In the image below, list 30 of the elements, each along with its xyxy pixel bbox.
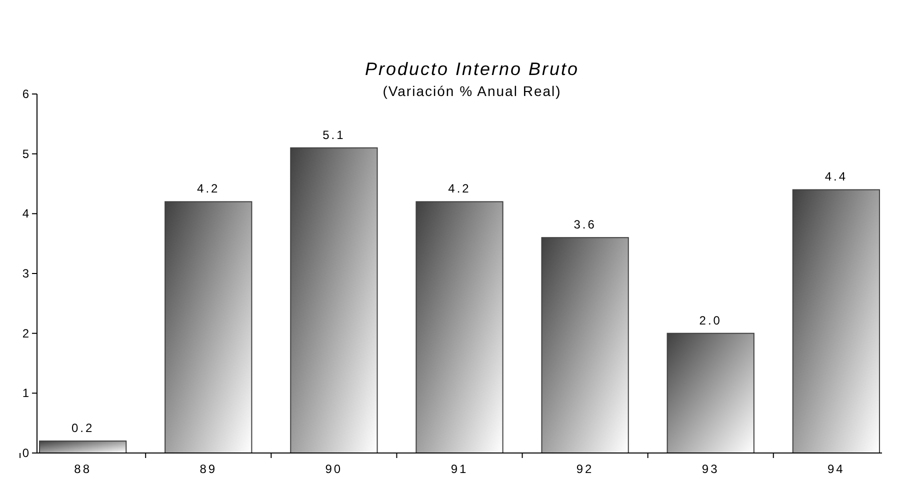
chart-title: Producto Interno Bruto: [364, 59, 580, 79]
data-label: 3.6: [574, 218, 596, 232]
y-tick-label: 6: [22, 87, 30, 101]
data-label: 4.2: [448, 182, 471, 196]
chart-subtitle: (Variación % Anual Real): [382, 83, 562, 99]
x-tick-label: 90: [325, 462, 343, 476]
bar: [164, 201, 252, 454]
data-label: 4.4: [824, 170, 848, 184]
x-tick-label: 93: [702, 462, 720, 476]
y-tick-label: 5: [22, 146, 30, 161]
y-tick-label: 2: [22, 326, 30, 340]
x-tick-label: 88: [74, 462, 92, 476]
bar: [541, 237, 629, 454]
x-tick-label: 89: [200, 462, 218, 476]
y-tick-label: 3: [22, 266, 30, 280]
bar: [666, 332, 754, 454]
bar: [290, 147, 378, 454]
x-tick-label: 94: [827, 462, 845, 476]
bar: [39, 440, 127, 454]
bar: [416, 201, 504, 454]
y-tick-label: 4: [22, 206, 30, 221]
x-tick-label: 92: [576, 462, 594, 476]
data-label: 2.0: [699, 313, 722, 328]
data-label: 5.1: [322, 128, 346, 142]
y-tick-label: 1: [22, 386, 30, 400]
data-label: 4.2: [197, 182, 220, 196]
bar: [792, 189, 880, 454]
data-label: 0.2: [71, 421, 94, 436]
y-tick-label: 0: [22, 446, 30, 460]
x-tick-label: 91: [450, 462, 468, 476]
